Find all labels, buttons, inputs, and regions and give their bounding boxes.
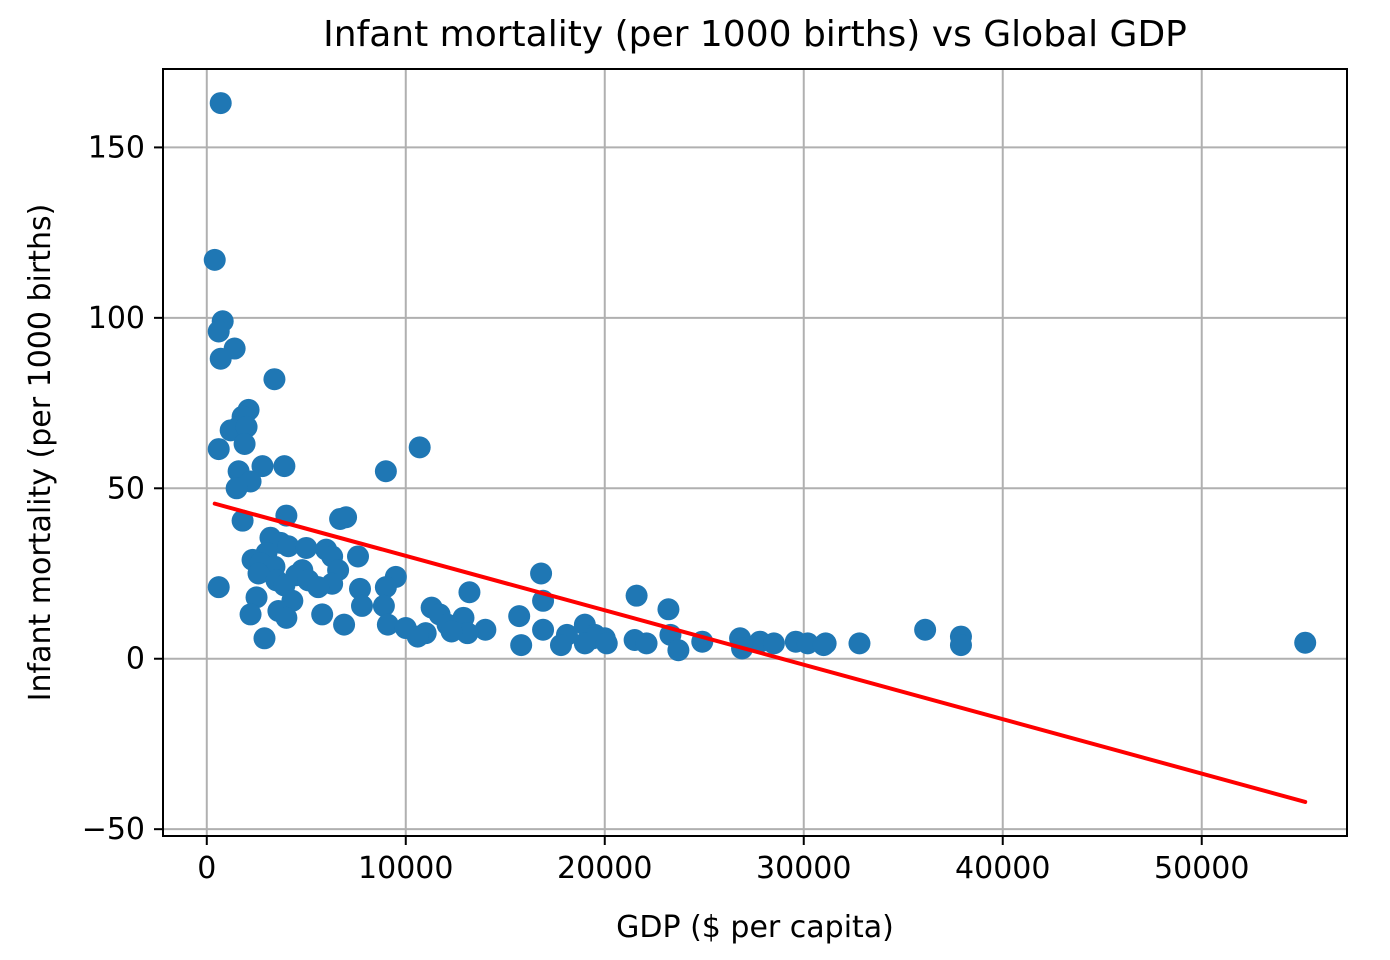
scatter-points — [203, 92, 1317, 662]
data-point — [1294, 631, 1317, 654]
data-point — [532, 618, 555, 641]
data-point — [273, 455, 296, 478]
data-point — [347, 545, 370, 568]
data-point — [374, 576, 397, 599]
data-point — [374, 460, 397, 483]
grid-lines — [163, 69, 1347, 836]
x-tick-label: 10000 — [358, 851, 453, 886]
trend-line — [212, 501, 1308, 804]
data-point — [247, 562, 270, 585]
data-point — [372, 594, 395, 617]
data-point — [949, 634, 972, 657]
data-point — [209, 92, 232, 115]
data-point — [275, 606, 298, 629]
x-axis-ticks: 0 10000 20000 30000 40000 50000 — [197, 836, 1249, 886]
data-point — [376, 613, 399, 636]
data-point — [440, 620, 463, 643]
data-point — [333, 613, 356, 636]
data-point — [657, 598, 680, 621]
y-tick-label: 50 — [107, 471, 145, 506]
data-point — [458, 581, 481, 604]
data-point — [231, 509, 254, 532]
x-tick-label: 20000 — [557, 851, 652, 886]
data-point — [667, 639, 690, 662]
data-point — [762, 632, 785, 655]
y-tick-label: 100 — [88, 301, 145, 336]
trend-line-layer — [212, 501, 1308, 804]
chart-title: Infant mortality (per 1000 births) vs Gl… — [323, 14, 1187, 55]
data-point — [573, 632, 596, 655]
data-point — [349, 577, 372, 600]
x-tick-label: 50000 — [1154, 851, 1249, 886]
data-point — [408, 436, 431, 459]
x-axis-title: GDP ($ per capita) — [616, 910, 894, 945]
data-point — [914, 618, 937, 641]
data-point — [263, 368, 286, 391]
data-point — [456, 622, 479, 645]
y-tick-label: 150 — [88, 130, 145, 165]
data-point — [207, 438, 230, 461]
y-axis-title: Infant mortality (per 1000 births) — [23, 204, 58, 702]
data-point — [474, 618, 497, 641]
data-point — [848, 632, 871, 655]
data-point — [530, 562, 553, 585]
data-point — [635, 632, 658, 655]
x-tick-label: 40000 — [955, 851, 1050, 886]
x-tick-label: 0 — [197, 851, 216, 886]
data-point — [311, 603, 334, 626]
data-point — [812, 634, 835, 657]
data-point — [329, 507, 352, 530]
data-point — [595, 632, 618, 655]
data-point — [350, 594, 373, 617]
x-tick-label: 30000 — [756, 851, 851, 886]
data-point — [233, 432, 256, 455]
data-point — [251, 455, 274, 478]
y-axis-ticks: −50 0 50 100 150 — [82, 130, 163, 847]
data-point — [508, 605, 531, 628]
data-point — [295, 536, 318, 559]
data-point — [277, 535, 300, 558]
data-point — [235, 415, 258, 438]
data-point — [307, 576, 330, 599]
data-point — [207, 576, 230, 599]
y-tick-label: −50 — [82, 812, 145, 847]
data-point — [209, 347, 232, 370]
data-point — [406, 625, 429, 648]
data-point — [625, 584, 648, 607]
data-point — [253, 627, 276, 650]
data-point — [239, 603, 262, 626]
data-point — [245, 586, 268, 609]
data-point — [796, 632, 819, 655]
data-point — [203, 248, 226, 271]
data-point — [207, 320, 230, 343]
data-point — [549, 634, 572, 657]
y-tick-label: 0 — [126, 642, 145, 677]
data-point — [225, 477, 248, 500]
plot-frame — [162, 68, 1348, 837]
data-point — [510, 634, 533, 657]
